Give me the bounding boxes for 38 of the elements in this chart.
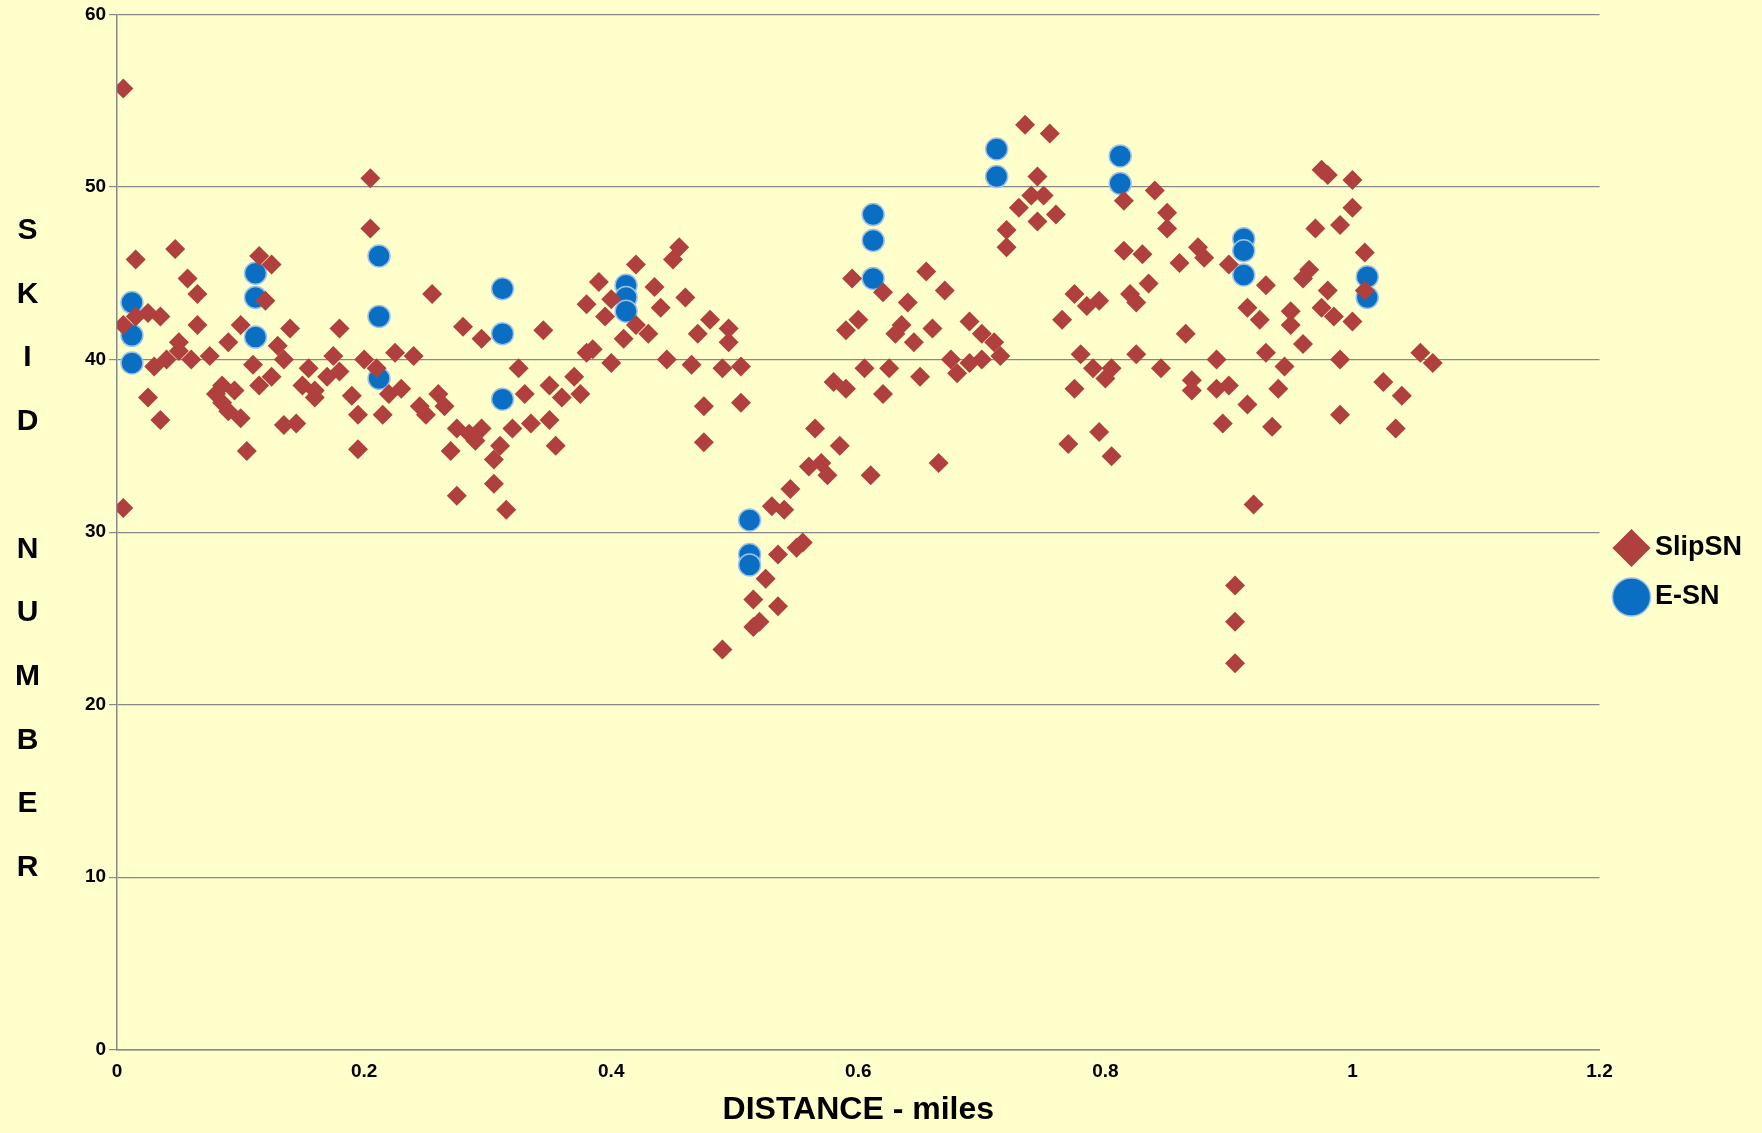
x-tick-label: 0 xyxy=(111,1060,123,1082)
point xyxy=(1231,263,1256,287)
point xyxy=(243,261,268,285)
y-tick-label: 10 xyxy=(84,865,107,887)
point xyxy=(1231,239,1256,263)
point xyxy=(490,387,515,411)
y-tick-label: 40 xyxy=(84,347,107,369)
point xyxy=(490,277,515,301)
x-tick-label: 0.4 xyxy=(598,1060,625,1082)
point xyxy=(490,321,515,346)
x-tick-label: 0.6 xyxy=(845,1060,872,1082)
y-axis-title: SKID NUMBER xyxy=(10,212,44,913)
legend-label: SlipSN xyxy=(1654,531,1742,562)
y-tick-label: 50 xyxy=(84,175,107,197)
y-tick-label: 0 xyxy=(95,1038,107,1060)
x-axis-title: DISTANCE - miles xyxy=(722,1089,995,1126)
point xyxy=(984,164,1009,189)
point xyxy=(367,244,391,268)
y-tick-label: 20 xyxy=(84,692,107,714)
y-tick-label: 60 xyxy=(84,2,107,24)
point xyxy=(984,137,1009,161)
legend-label: E-SN xyxy=(1654,580,1720,611)
point xyxy=(1108,144,1132,168)
point xyxy=(243,325,268,349)
y-tick-label: 30 xyxy=(84,520,107,542)
point xyxy=(367,304,391,329)
point xyxy=(861,266,885,291)
point xyxy=(120,351,144,375)
point xyxy=(737,553,762,577)
point xyxy=(1108,171,1132,196)
point xyxy=(861,202,885,227)
x-tick-label: 0.8 xyxy=(1092,1060,1119,1082)
point xyxy=(737,508,762,532)
x-tick-label: 1 xyxy=(1347,1060,1359,1082)
x-tick-label: 1.2 xyxy=(1586,1060,1613,1082)
point xyxy=(861,228,885,253)
point xyxy=(614,299,638,323)
x-tick-label: 0.2 xyxy=(350,1060,378,1082)
